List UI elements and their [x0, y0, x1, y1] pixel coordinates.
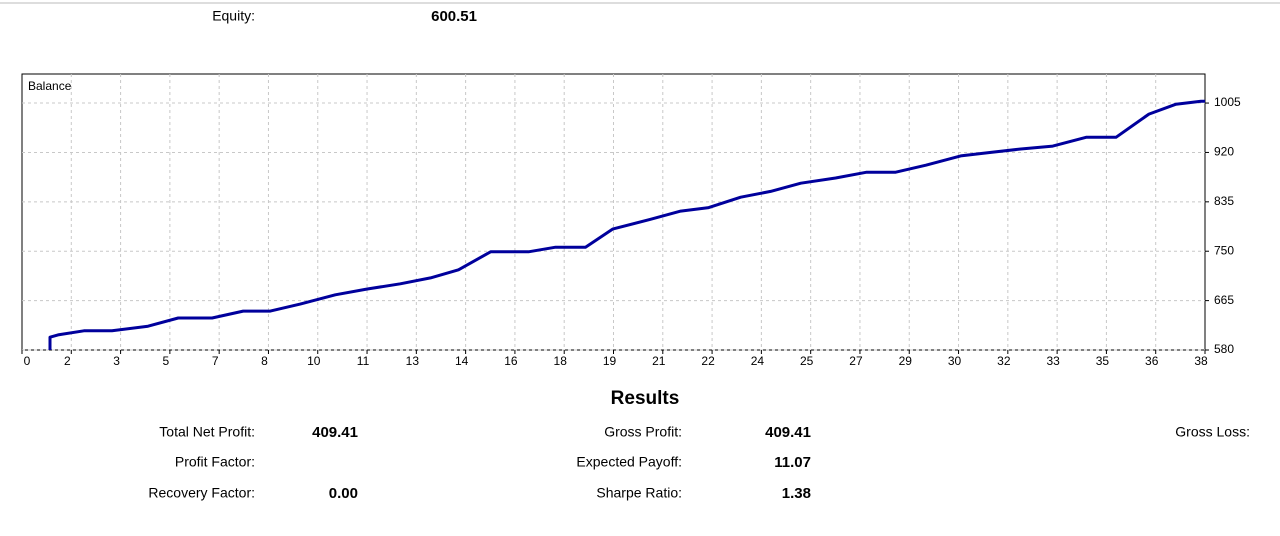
x-tick-label: 7	[212, 354, 219, 368]
balance-line	[48, 99, 1205, 350]
result-value: 0.00	[329, 485, 358, 502]
x-tick-label: 36	[1145, 354, 1159, 368]
result-value: 11.07	[774, 454, 811, 471]
y-tick-label: 750	[1214, 243, 1234, 257]
x-tick-label: 16	[504, 354, 518, 368]
x-tick-label: 29	[899, 354, 913, 368]
y-tick-label: 1005	[1214, 95, 1241, 109]
x-tick-label: 11	[357, 354, 370, 368]
result-value: 409.41	[312, 424, 358, 441]
result-value: 409.41	[765, 424, 811, 441]
chart-title: Balance	[28, 79, 72, 93]
x-tick-label: 0	[24, 354, 31, 368]
result-label: Total Net Profit:	[159, 424, 255, 440]
x-tick-label: 30	[948, 354, 962, 368]
result-label: Gross Loss:	[1175, 424, 1250, 440]
result-label: Recovery Factor:	[148, 485, 255, 501]
x-tick-label: 3	[113, 354, 120, 368]
y-tick-label: 920	[1214, 145, 1234, 159]
x-tick-label: 2	[64, 354, 71, 368]
y-tick-label: 665	[1214, 293, 1234, 307]
y-tick-label: 835	[1214, 194, 1234, 208]
x-tick-label: 32	[997, 354, 1011, 368]
result-value: 1.38	[782, 485, 811, 502]
results-title: Results	[611, 388, 680, 409]
x-tick-label: 38	[1194, 354, 1208, 368]
equity-label: Equity:	[212, 8, 255, 24]
x-tick-label: 27	[849, 354, 863, 368]
x-tick-label: 22	[701, 354, 715, 368]
x-tick-label: 8	[261, 354, 268, 368]
x-tick-label: 35	[1096, 354, 1110, 368]
x-tick-label: 18	[554, 354, 568, 368]
equity-value: 600.51	[431, 8, 477, 25]
x-tick-label: 5	[163, 354, 170, 368]
y-tick-label: 580	[1214, 342, 1234, 356]
x-tick-label: 24	[751, 354, 765, 368]
result-label: Profit Factor:	[175, 454, 255, 470]
result-label: Gross Profit:	[604, 424, 682, 440]
x-tick-label: 19	[603, 354, 617, 368]
x-tick-label: 21	[652, 354, 666, 368]
x-tick-label: 33	[1046, 354, 1060, 368]
x-tick-label: 13	[406, 354, 420, 368]
result-label: Sharpe Ratio:	[596, 485, 682, 501]
x-tick-label: 14	[455, 354, 469, 368]
x-tick-label: 25	[800, 354, 814, 368]
result-label: Expected Payoff:	[576, 454, 682, 470]
x-tick-label: 10	[307, 354, 321, 368]
